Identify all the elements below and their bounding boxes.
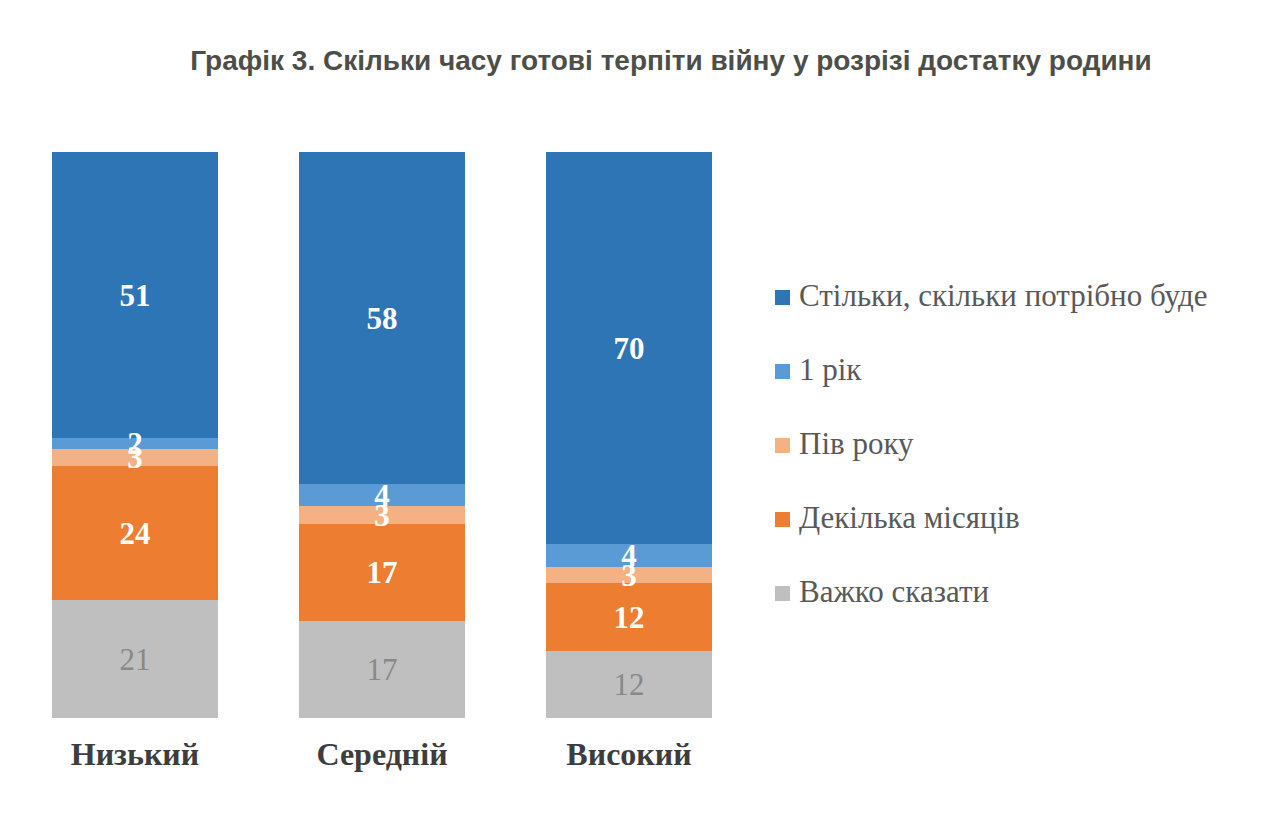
bar-segment: 51 bbox=[52, 152, 218, 438]
bar-segment: 17 bbox=[299, 621, 465, 718]
legend-item: 1 рік bbox=[775, 353, 1208, 387]
bar-segment: 3 bbox=[52, 449, 218, 466]
category-label: Низький bbox=[52, 736, 218, 773]
legend-label: Декілька місяців bbox=[799, 500, 1020, 536]
bar-segment: 17 bbox=[299, 524, 465, 621]
legend-swatch bbox=[775, 512, 790, 527]
legend-item: Пів року bbox=[775, 427, 1208, 461]
legend-label: Пів року bbox=[799, 426, 914, 462]
legend-item: Стільки, скільки потрібно буде bbox=[775, 279, 1208, 313]
segment-value-label: 51 bbox=[52, 279, 218, 310]
stacked-bar-3: 70431212 bbox=[546, 152, 712, 718]
chart-title-wrap: Графік 3. Скільки часу готові терпіти ві… bbox=[0, 45, 1280, 77]
legend-item: Важко сказати bbox=[775, 575, 1208, 609]
segment-value-label: 24 bbox=[52, 518, 218, 549]
segment-value-label: 12 bbox=[546, 669, 712, 700]
segment-value-label: 58 bbox=[299, 302, 465, 333]
bar-segment: 58 bbox=[299, 152, 465, 484]
segment-value-label: 3 bbox=[52, 442, 218, 473]
legend-item: Декілька місяців bbox=[775, 501, 1208, 535]
legend-swatch bbox=[775, 586, 790, 601]
legend-swatch bbox=[775, 364, 790, 379]
category-label: Високий bbox=[546, 736, 712, 773]
bar-segment: 21 bbox=[52, 600, 218, 718]
legend-swatch bbox=[775, 438, 790, 453]
bar-segment: 3 bbox=[299, 506, 465, 523]
bar-segment: 24 bbox=[52, 466, 218, 600]
segment-value-label: 3 bbox=[299, 500, 465, 531]
bar-segment: 70 bbox=[546, 152, 712, 544]
segment-value-label: 3 bbox=[546, 560, 712, 591]
stacked-bar-2: 58431717 bbox=[299, 152, 465, 718]
segment-value-label: 70 bbox=[546, 333, 712, 364]
segment-value-label: 21 bbox=[52, 644, 218, 675]
legend-swatch bbox=[775, 290, 790, 305]
stacked-bar-1: 51232421 bbox=[52, 152, 218, 718]
segment-value-label: 17 bbox=[299, 557, 465, 588]
bar-segment: 12 bbox=[546, 651, 712, 718]
bar-segment: 12 bbox=[546, 583, 712, 650]
legend: Стільки, скільки потрібно буде 1 рік Пів р… bbox=[775, 279, 1208, 649]
legend-label: Стільки, скільки потрібно буде bbox=[799, 278, 1208, 314]
category-label: Середній bbox=[299, 736, 465, 773]
legend-label: 1 рік bbox=[799, 352, 861, 388]
segment-value-label: 12 bbox=[546, 602, 712, 633]
legend-label: Важко сказати bbox=[799, 574, 989, 610]
segment-value-label: 17 bbox=[299, 654, 465, 685]
chart-title: Графік 3. Скільки часу готові терпіти ві… bbox=[190, 45, 1152, 76]
bar-segment: 3 bbox=[546, 567, 712, 584]
